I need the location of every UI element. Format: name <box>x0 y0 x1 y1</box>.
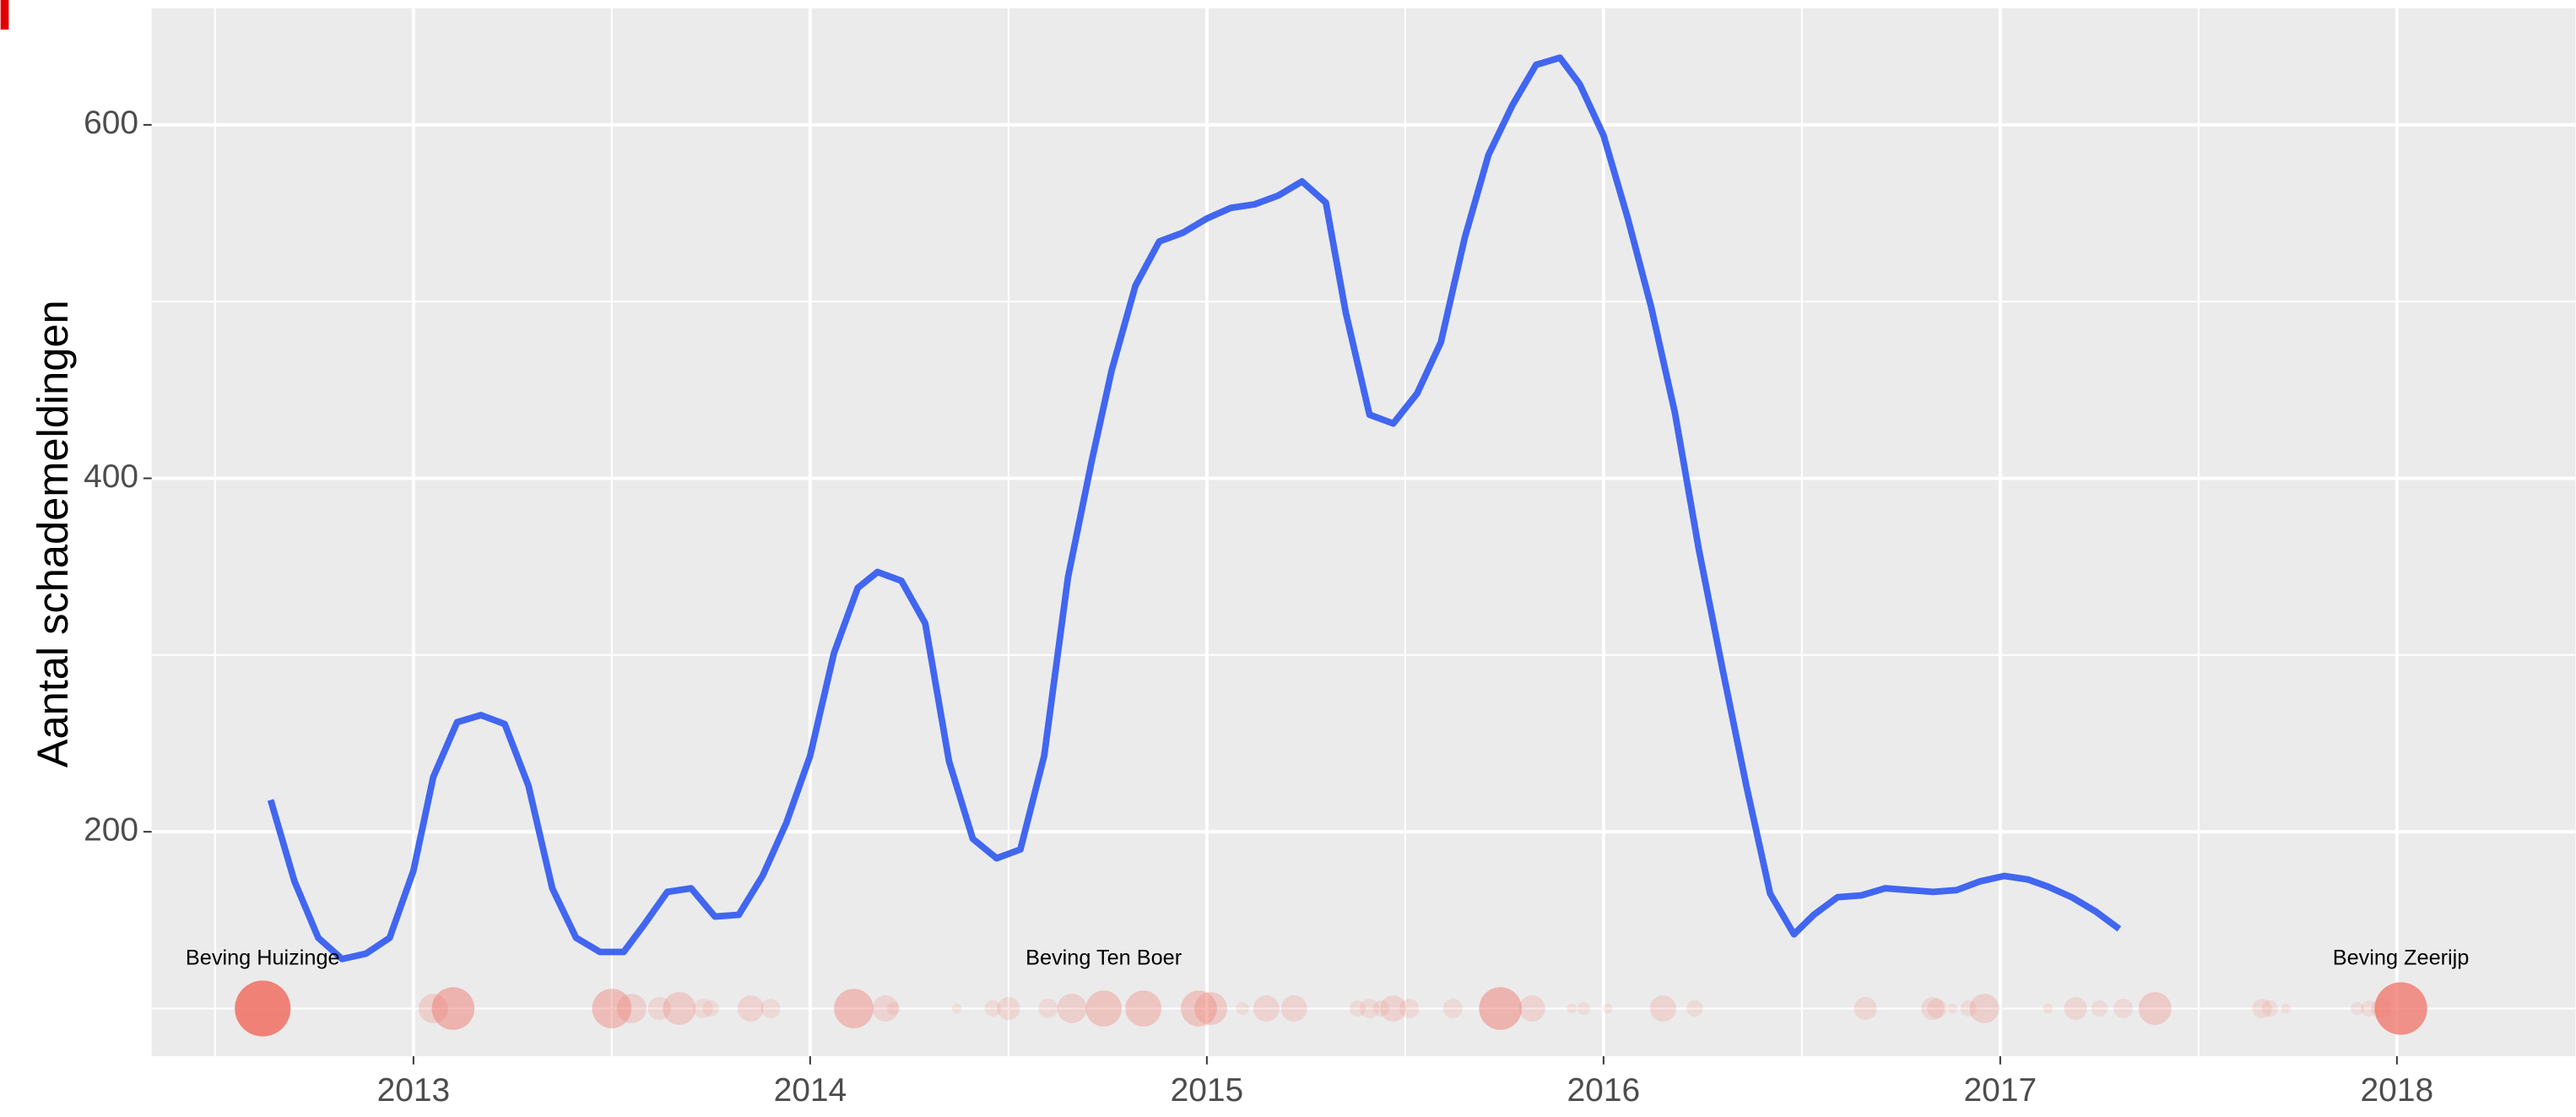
earthquake-point <box>872 995 899 1022</box>
earthquake-point <box>418 993 448 1024</box>
x-tick-label: 2013 <box>377 1072 451 1109</box>
earthquake-point <box>2361 1000 2378 1017</box>
earthquake-point <box>1057 993 1087 1024</box>
earthquake-point <box>1280 995 1307 1022</box>
earthquake-point <box>1577 1001 1591 1016</box>
earthquake-point <box>886 1001 901 1016</box>
earthquake-point <box>1947 1003 1958 1014</box>
earthquake-point <box>663 992 696 1025</box>
earthquake-point <box>616 993 647 1024</box>
earthquake-point <box>997 996 1020 1021</box>
earthquake-point <box>1921 996 1945 1021</box>
y-tick-label: 400 <box>84 458 138 495</box>
earthquake-point <box>2374 982 2427 1035</box>
x-tick-label: 2016 <box>1567 1072 1641 1109</box>
earthquake-point <box>2261 1000 2279 1017</box>
earthquake-point <box>592 989 632 1028</box>
corner-mark <box>0 0 9 30</box>
earthquake-point <box>1686 1000 1703 1017</box>
earthquake-point <box>1442 998 1463 1019</box>
earthquake-point <box>1567 1003 1578 1014</box>
earthquake-point <box>2113 998 2134 1019</box>
earthquake-point <box>2138 992 2172 1025</box>
earthquake-point <box>647 996 671 1021</box>
earthquake-point <box>1349 1000 1366 1017</box>
earthquake-point <box>2252 998 2272 1019</box>
earthquake-point <box>1359 998 1380 1019</box>
earthquake-point <box>431 987 475 1030</box>
earthquake-point <box>1926 998 1947 1019</box>
annotation: Beving Zeerijp <box>2333 946 2470 970</box>
earthquake-point <box>1399 998 1420 1019</box>
y-axis-title: Aantal schademeldingen <box>29 300 77 767</box>
earthquake-point <box>1649 995 1676 1022</box>
earthquake-point <box>2351 1001 2364 1016</box>
x-tick-label: 2014 <box>774 1072 847 1109</box>
earthquake-point <box>702 1000 720 1017</box>
earthquake-point <box>2043 1003 2054 1014</box>
earthquake-point <box>2091 1000 2108 1017</box>
earthquake-point <box>1085 990 1123 1027</box>
earthquake-point <box>760 998 781 1019</box>
earthquake-point <box>737 995 764 1022</box>
earthquake-point <box>2281 1003 2292 1014</box>
earthquake-point <box>951 1003 962 1014</box>
earthquake-point <box>235 980 291 1037</box>
earthquake-point <box>1125 990 1162 1027</box>
earthquake-point <box>834 989 874 1028</box>
earthquake-point <box>1372 1000 1390 1017</box>
x-tick-label: 2018 <box>2361 1072 2434 1109</box>
earthquake-point <box>1960 1000 1977 1017</box>
earthquake-point <box>1479 987 1522 1030</box>
earthquake-point <box>1602 1003 1613 1014</box>
series-line <box>267 54 2122 962</box>
earthquake-point <box>984 1000 1001 1017</box>
earthquake-point <box>1236 1001 1249 1016</box>
earthquake-point <box>1181 990 1217 1027</box>
annotation: Beving Ten Boer <box>1026 946 1182 970</box>
y-tick-label: 200 <box>84 811 138 848</box>
plot-panel <box>151 8 2576 1057</box>
y-tick-label: 600 <box>84 105 138 141</box>
x-tick-label: 2015 <box>1171 1072 1244 1109</box>
earthquake-point <box>693 998 713 1019</box>
earthquake-point <box>1854 996 1877 1021</box>
earthquake-point <box>1253 995 1280 1022</box>
earthquake-point <box>1038 998 1058 1019</box>
x-tick-label: 2017 <box>1964 1072 2038 1109</box>
annotation: Beving Huizinge <box>186 946 340 970</box>
earthquake-point <box>1380 995 1407 1022</box>
earthquake-point <box>1969 993 2000 1024</box>
earthquake-point <box>1518 995 1545 1022</box>
earthquake-point <box>2064 996 2087 1021</box>
earthquake-point <box>1194 992 1228 1025</box>
